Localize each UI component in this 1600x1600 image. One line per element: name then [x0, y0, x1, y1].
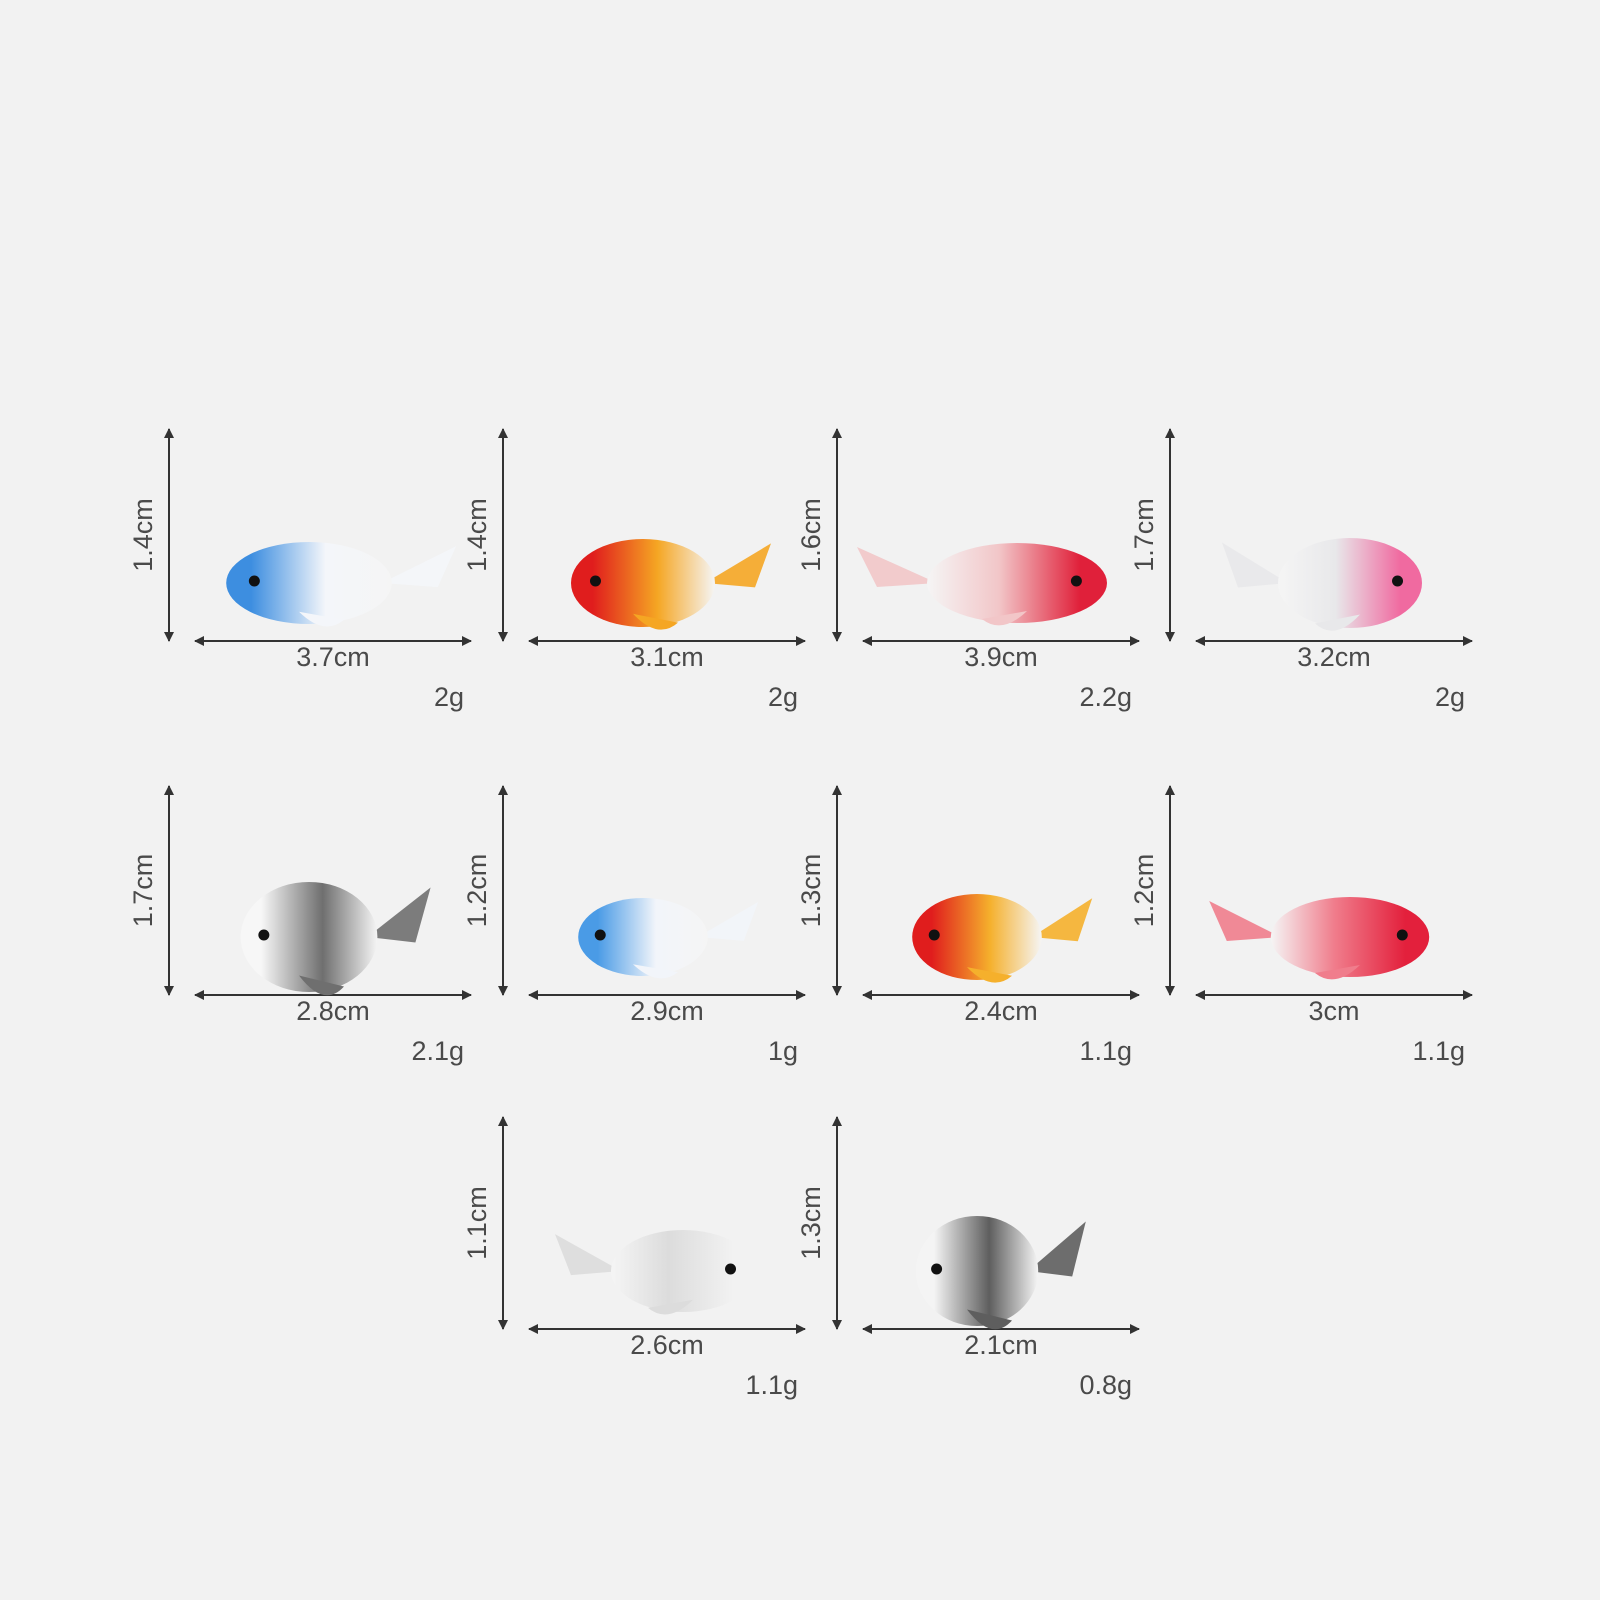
fish — [578, 898, 759, 979]
fish-body — [226, 542, 392, 624]
fish-body — [578, 898, 708, 976]
fish-eye — [258, 929, 270, 941]
fish-eye — [1070, 575, 1082, 587]
width-label: 2.1cm — [964, 1330, 1038, 1360]
width-label: 2.9cm — [630, 996, 704, 1026]
weight-label: 1g — [768, 1036, 798, 1066]
height-label: 1.2cm — [462, 854, 492, 928]
fish — [571, 539, 771, 630]
width-label: 3.2cm — [1297, 642, 1371, 672]
fish-fin — [633, 613, 678, 630]
fish-fin — [299, 611, 344, 627]
width-label: 2.6cm — [630, 1330, 704, 1360]
weight-label: 1.1g — [1079, 1036, 1132, 1066]
fish-tail — [1031, 898, 1093, 942]
width-label: 2.4cm — [964, 996, 1038, 1026]
width-label: 3.1cm — [630, 642, 704, 672]
product-item: 1.7cm 3.2cm 2g — [1129, 428, 1473, 712]
product-item: 1.2cm 2.9cm 1g — [462, 785, 806, 1066]
height-label: 1.6cm — [796, 498, 826, 572]
fish — [226, 542, 457, 627]
fish-tail — [1209, 901, 1281, 941]
fish — [915, 1216, 1086, 1330]
fish-eye — [1392, 575, 1404, 587]
weight-label: 2g — [768, 682, 798, 712]
fish — [1222, 538, 1422, 631]
fish-tail — [381, 546, 457, 588]
fish-body — [1270, 897, 1430, 977]
weight-label: 2.2g — [1079, 682, 1132, 712]
height-label: 1.3cm — [796, 854, 826, 928]
product-item: 1.3cm 2.4cm 1.1g — [796, 785, 1140, 1066]
fish-eye — [928, 929, 940, 941]
fish-body — [1278, 538, 1422, 628]
product-item: 1.4cm 3.7cm 2g — [128, 428, 472, 712]
fish-eye — [725, 1263, 737, 1275]
height-label: 1.2cm — [1129, 854, 1159, 928]
fish-tail — [1222, 542, 1288, 588]
fish-eye — [589, 575, 601, 587]
fish-eye — [1396, 929, 1408, 941]
weight-label: 1.1g — [1412, 1036, 1465, 1066]
fish — [240, 882, 431, 996]
fish-fin — [967, 967, 1012, 983]
fish-body — [927, 543, 1107, 623]
fish-tail — [555, 1234, 621, 1276]
product-item: 1.1cm 2.6cm 1.1g — [462, 1116, 806, 1400]
product-item: 1.2cm 3cm 1.1g — [1129, 785, 1473, 1066]
fish-eye — [248, 575, 260, 587]
fish-fin — [633, 964, 678, 979]
product-item: 1.3cm 2.1cm 0.8g — [796, 1116, 1140, 1400]
fish-body — [611, 1230, 755, 1312]
weight-label: 1.1g — [745, 1370, 798, 1400]
weight-label: 0.8g — [1079, 1370, 1132, 1400]
product-item: 1.4cm 3.1cm 2g — [462, 428, 806, 712]
fish — [1209, 897, 1430, 980]
height-label: 1.7cm — [128, 854, 158, 928]
fish-fin — [299, 975, 344, 996]
fish-body — [915, 1216, 1039, 1326]
width-label: 3.9cm — [964, 642, 1038, 672]
fish-eye — [594, 929, 606, 941]
weight-label: 2g — [1435, 682, 1465, 712]
width-label: 3.7cm — [296, 642, 370, 672]
width-label: 2.8cm — [296, 996, 370, 1026]
fish — [912, 894, 1093, 983]
fish-tail — [705, 543, 771, 588]
fish-fin — [1315, 965, 1360, 980]
product-item: 1.7cm 2.8cm 2.1g — [128, 785, 472, 1066]
fish-fin — [967, 1309, 1012, 1330]
fish-fin — [648, 1299, 693, 1315]
fish-body — [571, 539, 715, 627]
height-label: 1.3cm — [796, 1186, 826, 1260]
fish-eye — [931, 1263, 943, 1275]
product-item: 1.6cm 3.9cm 2.2g — [796, 428, 1140, 712]
height-label: 1.4cm — [128, 498, 158, 572]
fish-body — [912, 894, 1042, 980]
fish-fin — [982, 611, 1027, 626]
fish-fin — [1315, 614, 1360, 631]
fish-tail — [857, 547, 937, 587]
fish-tail — [1028, 1221, 1086, 1277]
width-label: 3cm — [1308, 996, 1359, 1026]
height-label: 1.7cm — [1129, 498, 1159, 572]
weight-label: 2.1g — [411, 1036, 464, 1066]
fish — [857, 543, 1107, 626]
height-label: 1.4cm — [462, 498, 492, 572]
fish-body — [240, 882, 378, 992]
fish — [555, 1230, 755, 1315]
fish-tail — [697, 901, 759, 941]
height-label: 1.1cm — [462, 1186, 492, 1260]
fish-tail — [367, 887, 431, 943]
weight-label: 2g — [434, 682, 464, 712]
